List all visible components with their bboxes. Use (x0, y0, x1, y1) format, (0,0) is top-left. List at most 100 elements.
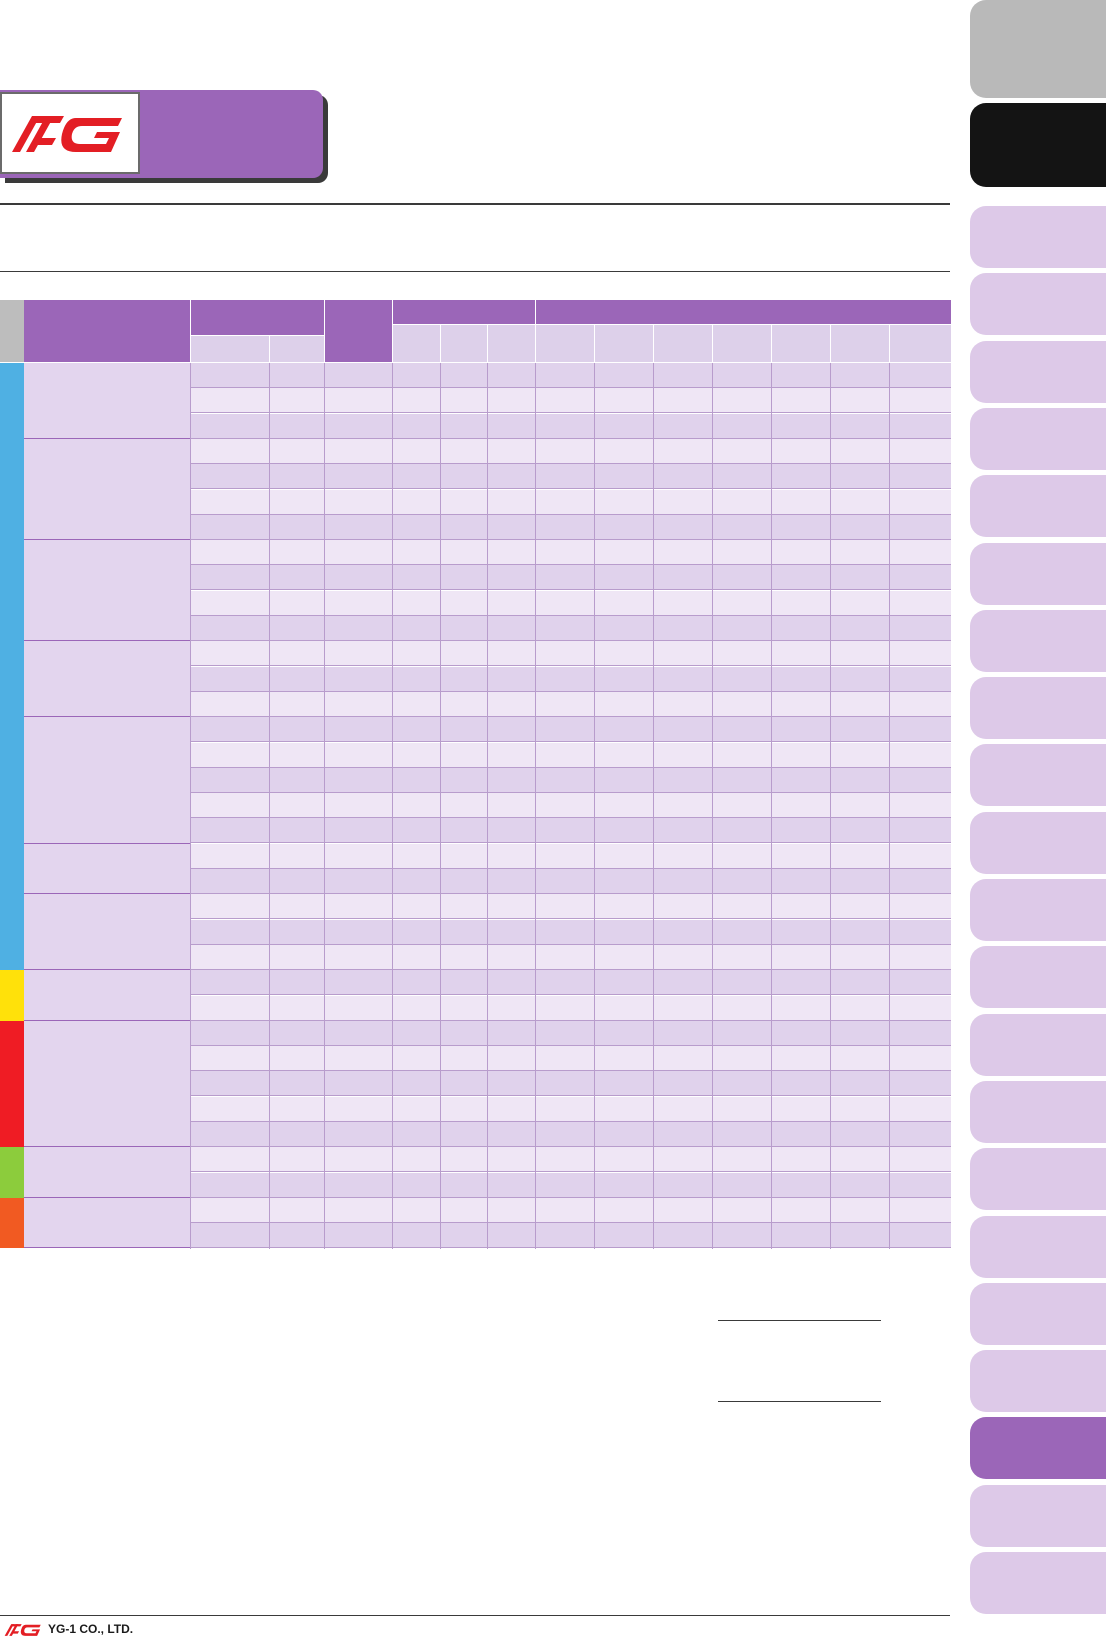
column-divider (392, 363, 393, 1249)
section-tab[interactable] (970, 879, 1106, 941)
section-tab[interactable] (970, 1350, 1106, 1413)
table-header-material (24, 300, 190, 362)
table-row (190, 590, 951, 616)
column-divider (190, 363, 191, 1249)
material-group-cell (24, 641, 190, 718)
table-row (190, 1122, 951, 1147)
column-divider (653, 363, 654, 1249)
header-rule (0, 203, 950, 205)
table-subheader (191, 336, 269, 362)
column-divider (440, 363, 441, 1249)
table-row (190, 843, 951, 869)
material-color-stripe (0, 1197, 24, 1249)
material-group-cell (24, 438, 190, 541)
material-color-stripe (0, 1020, 24, 1148)
table-subheader (713, 325, 771, 362)
column-divider (830, 363, 831, 1249)
table-row (190, 793, 951, 819)
column-divider (889, 363, 890, 1249)
table-row (190, 1147, 951, 1173)
table-row (190, 641, 951, 667)
material-group-cell (24, 1197, 190, 1249)
column-divider (771, 363, 772, 1249)
section-tab[interactable] (970, 206, 1106, 268)
section-tab[interactable] (970, 1282, 1106, 1345)
section-tab[interactable] (970, 1148, 1106, 1211)
material-group-cell (24, 843, 190, 895)
table-subheader (831, 325, 889, 362)
note-rule (718, 1320, 881, 1321)
table-header-corner (0, 300, 24, 362)
yg1-logo-icon (4, 1624, 41, 1636)
column-divider (487, 363, 488, 1249)
material-group-cell (24, 970, 190, 1021)
table-row (190, 540, 951, 566)
table-row (190, 742, 951, 768)
table-row (190, 767, 951, 793)
column-divider (712, 363, 713, 1249)
material-color-stripe (0, 894, 24, 971)
section-tab[interactable] (970, 946, 1106, 1009)
section-tab[interactable] (970, 1013, 1106, 1076)
table-row (190, 616, 951, 641)
section-tab[interactable] (970, 1215, 1106, 1278)
column-divider (535, 363, 536, 1249)
table-row (190, 1020, 951, 1046)
subtitle-rule (0, 271, 950, 272)
material-group-cell (24, 540, 190, 642)
material-group-cell (24, 1147, 190, 1198)
section-tab[interactable] (970, 542, 1106, 605)
brand-logo (0, 92, 140, 174)
material-group-cell (24, 717, 190, 844)
section-tab[interactable] (970, 1484, 1106, 1547)
section-tab[interactable] (970, 1080, 1106, 1143)
table-row (190, 944, 951, 970)
table-subheader (441, 325, 487, 362)
section-tab[interactable] (970, 340, 1106, 403)
section-tab[interactable] (970, 475, 1106, 538)
material-color-stripe (0, 717, 24, 844)
table-row (190, 894, 951, 920)
material-color-stripe (0, 641, 24, 718)
table-row (190, 869, 951, 894)
table-header-group-c (393, 300, 535, 324)
table-row (190, 666, 951, 692)
table-row (190, 995, 951, 1021)
table-subheader (654, 325, 712, 362)
material-color-stripe (0, 363, 24, 439)
table-header-group-b (325, 300, 392, 362)
section-tab[interactable] (970, 1552, 1106, 1614)
material-color-stripe (0, 970, 24, 1021)
section-tab[interactable] (970, 103, 1106, 187)
section-tab[interactable] (970, 1417, 1106, 1480)
table-subheader (270, 336, 324, 362)
material-color-stripe (0, 1147, 24, 1198)
table-subheader (772, 325, 830, 362)
material-color-stripe (0, 540, 24, 642)
table-row (190, 388, 951, 414)
section-tab[interactable] (970, 0, 1106, 98)
section-tab[interactable] (970, 609, 1106, 672)
column-divider (324, 363, 325, 1249)
section-tab[interactable] (970, 744, 1106, 807)
footer-company: YG-1 CO., LTD. (48, 1622, 134, 1636)
table-row (190, 464, 951, 490)
column-divider (594, 363, 595, 1249)
table-row (190, 818, 951, 844)
section-tab[interactable] (970, 811, 1106, 874)
table-row (190, 489, 951, 515)
table-subheader (890, 325, 951, 362)
section-tab[interactable] (970, 273, 1106, 336)
table-row (190, 970, 951, 996)
table-row (190, 1071, 951, 1097)
section-tab[interactable] (970, 407, 1106, 470)
table-subheader (595, 325, 653, 362)
table-row (190, 413, 951, 439)
table-subheader (488, 325, 535, 362)
table-row (190, 717, 951, 743)
footer-rule (0, 1615, 950, 1616)
table-row (190, 1172, 951, 1198)
material-color-stripe (0, 438, 24, 541)
section-tab[interactable] (970, 677, 1106, 740)
table-row (190, 1096, 951, 1122)
